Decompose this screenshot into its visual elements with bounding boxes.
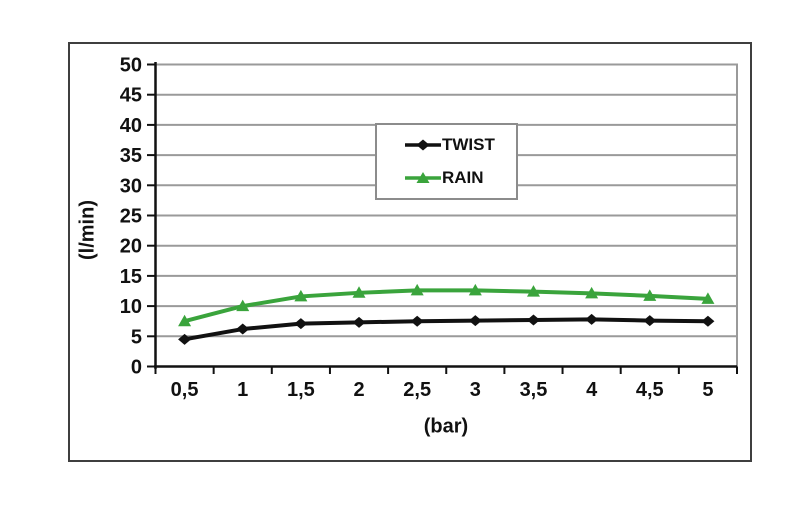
triangle-marker [643, 289, 657, 301]
legend-item-twist: TWIST [405, 135, 516, 155]
twist-series-line [182, 317, 710, 342]
legend-label-twist: TWIST [442, 135, 495, 155]
y-tick-label: 35 [120, 145, 142, 167]
diamond-marker [643, 315, 657, 327]
triangle-marker [526, 285, 540, 297]
twist-diamond-line-icon [405, 139, 441, 151]
y-tick-label: 50 [120, 55, 142, 77]
diamond-marker [585, 313, 599, 325]
diamond-marker [701, 315, 715, 327]
y-tick-label: 40 [120, 115, 142, 137]
diamond-marker [526, 314, 540, 326]
triangle-marker [352, 286, 366, 298]
diamond-marker [410, 315, 424, 327]
diamond-marker [236, 323, 250, 335]
triangle-marker [701, 292, 715, 304]
x-tick-label: 5 [702, 379, 713, 401]
triangle-marker [468, 283, 482, 296]
x-axis-title: (bar) [423, 415, 469, 438]
triangle-marker [410, 283, 424, 296]
diamond-marker [178, 333, 192, 345]
triangle-marker [178, 314, 192, 327]
triangle-marker [294, 289, 308, 302]
chart-frame [68, 42, 752, 462]
x-tick-label: 4,5 [636, 379, 664, 401]
y-tick-label: 30 [120, 175, 142, 197]
legend-item-rain: RAIN [405, 168, 516, 188]
x-tick-label: 4 [586, 379, 598, 401]
y-tick-label: 0 [131, 357, 142, 379]
triangle-marker [585, 286, 599, 299]
x-tick-label: 2 [353, 379, 364, 401]
y-tick-label: 45 [120, 85, 142, 107]
x-tick-label: 3,5 [520, 379, 548, 401]
y-tick-label: 25 [120, 206, 142, 228]
legend: TWIST RAIN [375, 123, 518, 200]
x-tick-label: 1 [237, 379, 248, 401]
triangle-marker [236, 299, 250, 312]
diamond-marker [352, 316, 366, 328]
legend-label-rain: RAIN [442, 167, 484, 187]
diamond-marker [294, 318, 308, 330]
x-tick-label: 3 [470, 379, 481, 401]
y-tick-label: 5 [131, 326, 142, 348]
y-tick-label: 20 [120, 236, 142, 258]
y-axis-title: (l/min) [76, 200, 99, 260]
diamond-marker [468, 315, 482, 327]
x-tick-label: 1,5 [287, 379, 315, 401]
y-tick-label: 10 [120, 296, 142, 318]
y-tick-label: 15 [120, 266, 142, 288]
rain-series-line [182, 288, 710, 324]
x-tick-label: 0,5 [171, 379, 199, 401]
rain-triangle-line-icon [405, 171, 441, 183]
x-tick-label: 2,5 [403, 379, 431, 401]
